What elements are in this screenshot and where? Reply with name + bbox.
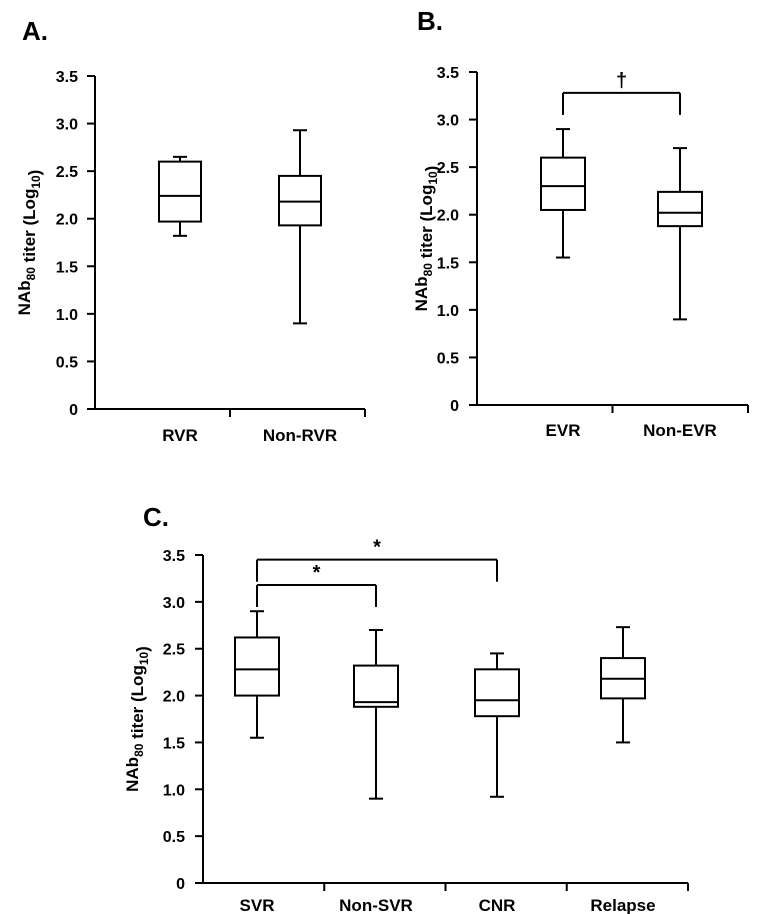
y-tick-label: 1.5 <box>163 735 185 752</box>
panel-c: C. 0 0.5 1.0 1.5 2.0 2.5 3.0 3.5 SVR Non-SVR CNR Rel… <box>123 502 689 914</box>
y-axis-title-subscript: 10 <box>137 651 151 665</box>
y-axis-title-part: NAb <box>412 276 431 311</box>
y-axis-title-subscript: 80 <box>421 263 435 277</box>
y-axis-title-part: ) <box>133 646 152 652</box>
y-axis-title-part: titer (Log <box>128 665 147 743</box>
panel-a: A. 0 0.5 1.0 1.5 2.0 2.5 3.0 3.5 RVR Non-RVR NAb80 … <box>15 16 366 445</box>
box-iqr <box>540 156 586 211</box>
significance-symbol: * <box>373 537 381 559</box>
x-category-label: Relapse <box>590 896 655 914</box>
box-iqr <box>234 636 280 697</box>
panel-label: A. <box>22 16 48 46</box>
y-axis-title: NAb80 titer (Log10) <box>123 646 152 792</box>
y-tick-label: 3.5 <box>437 65 459 82</box>
y-axis-title-subscript: 80 <box>132 743 146 757</box>
x-category-label: Non-RVR <box>263 426 337 445</box>
x-category-label: Non-SVR <box>339 896 413 914</box>
y-tick-label: 3.5 <box>56 69 78 86</box>
y-tick-label: 0 <box>69 402 78 419</box>
box-rvr <box>158 155 202 237</box>
box-iqr <box>158 160 202 223</box>
box-iqr <box>353 664 399 708</box>
box-cnr <box>474 652 520 798</box>
box-relapse <box>600 626 646 744</box>
y-tick-label: 0.5 <box>163 829 185 846</box>
box-evr <box>540 128 586 259</box>
y-tick-label: 2.5 <box>56 164 78 181</box>
y-tick-label: 1.0 <box>56 307 78 324</box>
x-category-label: SVR <box>240 896 275 914</box>
y-tick-label: 2.5 <box>437 160 459 177</box>
y-axis-title-part: NAb <box>123 757 142 792</box>
y-tick-label: 2.0 <box>163 689 185 706</box>
y-tick-label: 3.0 <box>437 113 459 130</box>
y-tick-label: 0.5 <box>56 354 78 371</box>
panel-b: B. 0 0.5 1.0 1.5 2.0 2.5 3.0 3.5 EVR Non-EVR NAb80 … <box>412 6 749 440</box>
y-axis-title: NAb80 titer (Log10) <box>15 170 44 316</box>
panel-label: B. <box>417 6 443 36</box>
y-tick-label: 3.0 <box>163 595 185 612</box>
y-tick-label: 0 <box>176 876 185 893</box>
y-tick-label: 0.5 <box>437 350 459 367</box>
y-axis-title-subscript: 10 <box>29 175 43 189</box>
box-non-evr <box>657 147 703 321</box>
x-category-label: RVR <box>162 426 198 445</box>
y-tick-label: 0 <box>450 398 459 415</box>
y-tick-label: 3.0 <box>56 117 78 134</box>
y-axis-title-subscript: 10 <box>426 171 440 185</box>
significance-bracket: * <box>256 562 377 607</box>
y-axis-title-part: NAb <box>15 280 34 315</box>
y-axis-title: NAb80 titer (Log10) <box>412 166 441 312</box>
significance-symbol: † <box>616 70 627 92</box>
y-tick-label: 1.5 <box>56 259 78 276</box>
y-tick-label: 1.0 <box>163 782 185 799</box>
y-axis-title-part: ) <box>25 170 44 176</box>
y-tick-label: 1.5 <box>437 255 459 272</box>
y-tick-label: 2.0 <box>437 208 459 225</box>
box-svr <box>234 610 280 739</box>
box-non-rvr <box>278 129 322 325</box>
x-category-label: EVR <box>546 421 581 440</box>
x-category-label: CNR <box>479 896 516 914</box>
panel-label: C. <box>143 502 169 532</box>
y-axis-title-part: ) <box>422 166 441 172</box>
y-tick-label: 2.0 <box>56 212 78 229</box>
x-category-label: Non-EVR <box>643 421 717 440</box>
y-tick-label: 1.0 <box>437 303 459 320</box>
y-tick-label: 2.5 <box>163 642 185 659</box>
y-axis-title-subscript: 80 <box>24 267 38 281</box>
y-axis-title-part: titer (Log <box>20 189 39 267</box>
box-iqr <box>474 668 520 718</box>
significance-bracket: † <box>562 70 681 115</box>
box-non-svr <box>353 628 399 800</box>
box-iqr <box>657 190 703 228</box>
y-tick-label: 3.5 <box>163 548 185 565</box>
significance-symbol: * <box>313 562 321 584</box>
significance-bracket: * <box>256 537 498 582</box>
y-axis-title-part: titer (Log <box>417 185 436 263</box>
